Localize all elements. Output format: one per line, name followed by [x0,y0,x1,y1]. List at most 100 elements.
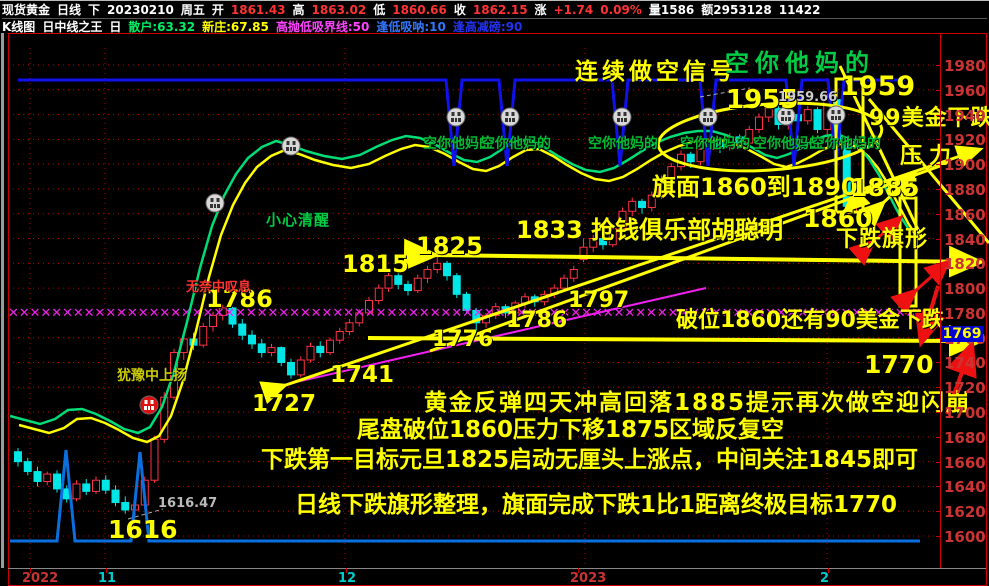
price-axis-tick [936,312,941,314]
title-segment: 1863.02 [311,2,367,17]
smiley-face-icon [205,193,225,213]
chart-annotation: 99美金下跌 [869,106,989,131]
price-axis-tick [936,263,941,265]
chart-annotation: 1833 抢钱俱乐部胡聪明 [516,216,784,244]
title-segment: 1861.43 [230,2,286,17]
price-axis-label: 1700 [944,404,986,423]
time-axis-tick [828,568,829,573]
price-axis-tick [936,114,941,116]
chart-annotation: 1770 [864,350,934,379]
chart-annotation: 黄金反弹四天冲高回落1885提示再次做空迎闪崩 [424,390,972,416]
price-axis-tick [936,188,941,190]
chart-annotation: 1776 [432,327,494,352]
time-axis-separator [8,568,986,569]
indicator-segment: 高抛低吸界线:50 [275,20,370,34]
price-axis-tick [936,436,941,438]
price-axis-label: 1880 [944,180,986,199]
title-segment: 额2953128 [701,3,772,17]
price-axis-label: 1620 [944,503,986,522]
price-axis-tick [936,65,941,66]
price-axis-tick [936,213,941,215]
price-axis-tick [936,139,941,141]
title-segment: 高 [292,3,305,17]
chart-annotation: 1727 [252,391,317,417]
price-axis-tick [936,164,941,166]
chart-annotation: 空你他妈的 [423,136,493,152]
chart-annotation: 1825 [416,232,483,260]
time-axis-label: 12 [338,571,357,586]
price-axis-label: 1780 [944,304,986,323]
indicator-segment: 日中线之王 [42,20,103,34]
chart-annotation: 1959 [840,71,916,102]
title-segment: 11422 [778,2,821,17]
chart-annotation: 1786 [506,308,568,333]
indicator-segment: 新庄:67.85 [202,20,269,34]
title-segment: 20230210 [107,2,174,17]
indicator-bar: K线图 日中线之王日散户:63.32 新庄:67.85 高抛低吸界线:50 逢低吸呐:1… [2,18,987,34]
indicator-segment: 逢低吸呐:10 [376,20,446,34]
smiley-face-icon [612,107,632,127]
price-axis-label: 1860 [944,205,986,224]
price-axis-tick [936,387,941,389]
chart-annotation: 破位1860还有90美金下跌 [676,308,944,333]
left-scroll-strip[interactable] [1,33,4,568]
price-axis-label: 1820 [944,255,986,274]
title-bar: 现货黄金 日线下 20230210 周五开 1861.43 高 1863.02 低 1860.6… [2,2,987,18]
title-segment: 涨 [534,3,547,17]
chart-annotation: 1815 [342,250,409,278]
chart-annotation: 1860 [803,204,873,233]
chart-annotation: 空你他妈的 [811,136,881,152]
price-axis-label: 1980 [944,57,986,75]
chart-annotation: 尾盘破位1860压力下移1875区域反复空 [357,417,785,443]
price-axis-tick [936,486,941,488]
price-axis-label: 1960 [944,81,986,100]
price-axis-tick [936,461,941,463]
smiley-face-icon [776,106,796,126]
chart-annotation: 1959.66 [778,90,838,105]
title-segment: 开 [211,3,224,17]
chart-annotation: 下跌第一目标元旦1825启动无厘头上涨点，中间关注1845即可 [261,447,919,473]
title-segment: 低 [373,3,386,17]
title-segment: +1.74 [553,2,594,17]
price-axis-label: 1660 [944,453,986,472]
sell-signal-line [10,78,920,543]
price-axis-label: 1740 [944,354,986,373]
highlighted-price-tag: 1769 [941,326,983,343]
chart-annotation: 1955 [726,85,799,115]
chart-annotation: 1616.47 [158,496,218,511]
price-axis-label: 1640 [944,478,986,497]
chart-annotation: 1885 [850,173,920,202]
indicator-segment: 日 [109,20,122,34]
price-axis-label: 1720 [944,379,986,398]
price-axis-tick [936,288,941,290]
price-axis-tick [936,536,941,537]
chart-annotation: 1616 [108,515,178,544]
chart-annotation: 空你他妈的 [753,136,823,152]
time-axis-label: 11 [98,571,117,586]
time-axis-label: 2022 [22,571,59,586]
smiley-face-icon [139,395,159,415]
price-axis-tick [936,511,941,513]
title-segment: 日线 [57,3,82,17]
chart-annotation: 空你他妈的 [481,136,551,152]
chart-annotation: 日线下跌旗形整理，旗面完成下跌1比1距离终极目标1770 [295,492,898,518]
indicator-segment: 散户:63.32 [128,20,196,34]
price-axis-label: 1680 [944,428,986,447]
title-segment: 量1586 [648,3,695,17]
chart-annotation: 犹豫中上扬 [117,368,187,384]
smiley-markers [139,105,846,415]
chart-annotation: 压力 [900,144,959,169]
drawn-annotations [127,65,989,520]
chart-annotation: 小心清醒 [266,211,331,229]
chart-annotation: 空你他妈的 [725,49,875,77]
price-axis-label: 1940 [944,106,986,125]
chart-annotation: 1741 [330,362,395,388]
price-axis-tick [936,412,941,414]
smiley-face-icon [281,136,301,156]
title-segment: 1862.15 [472,2,528,17]
time-axis-tick [30,568,31,573]
window-top-edge [0,0,989,1]
price-axis-tick [936,238,941,240]
